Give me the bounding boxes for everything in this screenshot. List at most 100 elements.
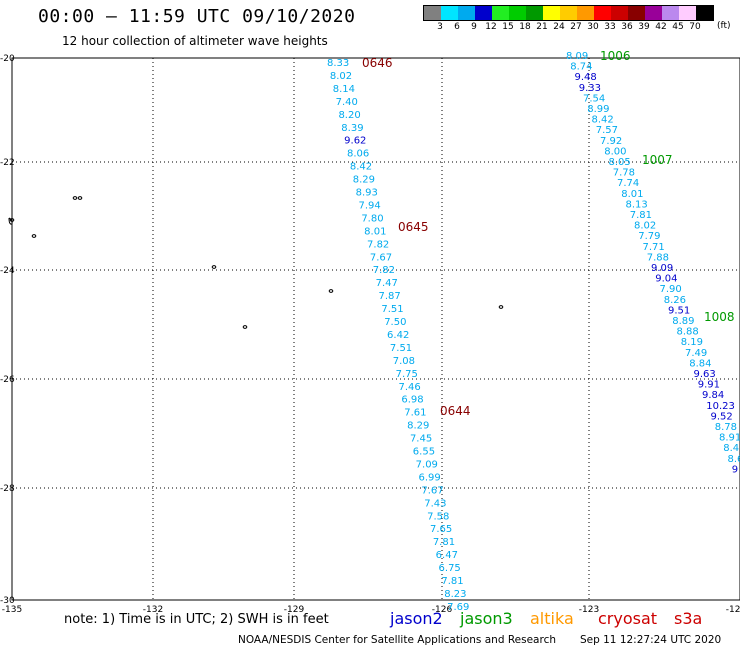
wave-height-value: 8.13 (626, 199, 648, 210)
legend-swatch (662, 6, 679, 20)
wave-height-value: 7.92 (600, 136, 622, 147)
wave-height-value: 7.43 (424, 498, 446, 509)
wave-height-value: 7.46 (399, 382, 421, 393)
wave-height-value: 7.67 (421, 485, 443, 496)
island-outline (77, 196, 83, 200)
legend-label: 36 (621, 22, 633, 32)
wave-height-value: 7.74 (617, 178, 639, 189)
wave-height-value: 8.33 (327, 58, 349, 69)
wave-height-value: 8.05 (609, 157, 631, 168)
legend-swatch (492, 6, 509, 20)
legend-unit: (ft) (717, 21, 731, 31)
wave-height-value: 7.69 (447, 602, 469, 613)
island-outline (242, 325, 248, 329)
legend-swatch (475, 6, 492, 20)
generation-timestamp: Sep 11 12:27:24 UTC 2020 (580, 634, 722, 646)
wave-height-value: 8.84 (689, 358, 711, 369)
wave-height-value: 7.57 (596, 125, 618, 136)
wave-height-value: 9 (732, 464, 738, 475)
lat-tick-label: -22 (0, 158, 15, 168)
wave-height-value: 9.84 (702, 390, 724, 401)
wave-height-value: 7.61 (404, 408, 426, 419)
wave-height-value: 8.78 (715, 422, 737, 433)
legend-swatch (696, 6, 713, 20)
lon-tick-label: -129 (284, 605, 305, 615)
legend-label: 30 (587, 22, 599, 32)
wave-height-value: 7.51 (390, 343, 412, 354)
wave-height-value: 8.19 (681, 337, 703, 348)
wave-height-value: 9.33 (579, 83, 601, 94)
wave-height-value: 9.51 (668, 305, 690, 316)
wave-height-value: 7.90 (660, 284, 682, 295)
wave-height-value: 8.20 (338, 110, 360, 121)
wave-height-value: 6.99 (419, 472, 441, 483)
wave-height-value: 9.63 (694, 369, 716, 380)
pass-time-label: 1008 (704, 310, 735, 324)
wave-height-value: 9.04 (655, 274, 677, 285)
wave-height-value: 6.98 (401, 395, 423, 406)
island-outline (211, 265, 217, 269)
wave-height-value: 9.48 (575, 72, 597, 83)
wave-height-value: 7.79 (638, 231, 660, 242)
legend-label: 6 (454, 22, 460, 32)
wave-height-value: 7.67 (370, 252, 392, 263)
pass-time-label: 0646 (362, 56, 393, 70)
wave-height-value: 9.52 (711, 411, 733, 422)
island-outline (72, 196, 78, 200)
wave-height-value: 7.49 (685, 348, 707, 359)
wave-height-value: 8.42 (350, 162, 372, 173)
lon-tick-label: -126 (432, 605, 453, 615)
map-frame (11, 57, 740, 601)
satellite-altika-label: altika (530, 609, 574, 628)
wave-height-value: 8.14 (333, 84, 355, 95)
legend-swatch (509, 6, 526, 20)
legend-label: 27 (570, 22, 582, 32)
lat-tick-label: -24 (0, 266, 15, 276)
legend-swatch (594, 6, 611, 20)
footer-note: note: 1) Time is in UTC; 2) SWH is in fe… (64, 612, 329, 627)
wave-height-value: 7.81 (630, 210, 652, 221)
wave-height-value: 7.54 (583, 93, 605, 104)
wave-height-value: 8.89 (672, 316, 694, 327)
lat-tick-label: -26 (0, 375, 15, 385)
wave-height-value: 7.80 (361, 213, 383, 224)
pass-time-label: 1006 (600, 49, 631, 63)
wave-height-value: 7.88 (647, 252, 669, 263)
legend-label: 12 (485, 22, 497, 32)
legend-label: 24 (553, 22, 565, 32)
wave-height-value: 8.06 (347, 149, 369, 160)
satellite-jason2-label: jason2 (390, 609, 443, 628)
wave-height-value: 8.09 (566, 51, 588, 62)
wave-height-value: 8.88 (677, 327, 699, 338)
island-outline (31, 234, 37, 238)
island-outline (328, 289, 334, 293)
wave-height-value: 6.55 (413, 447, 435, 458)
legend-label: 15 (502, 22, 514, 32)
lat-tick-label: -20 (0, 54, 15, 64)
wave-height-value: 8.4 (723, 443, 739, 454)
wave-height-value: 7.65 (430, 524, 452, 535)
legend-swatch (424, 6, 441, 20)
legend-swatch (526, 6, 543, 20)
wave-height-value: 7.71 (643, 242, 665, 253)
legend-swatch (679, 6, 696, 20)
wave-height-value: 9.91 (698, 380, 720, 391)
lat-tick-label: -28 (0, 484, 15, 494)
color-legend (423, 5, 714, 21)
wave-height-value: 8.01 (621, 189, 643, 200)
satellite-cryosat-label: cryosat (598, 609, 658, 628)
wave-height-value: 8.93 (356, 188, 378, 199)
island-outline (498, 305, 504, 309)
wave-height-value: 8.39 (341, 123, 363, 134)
credit-line: NOAA/NESDIS Center for Satellite Applica… (238, 634, 556, 646)
wave-height-value: 7.51 (381, 304, 403, 315)
pass-time-label: 1007 (642, 153, 673, 167)
lon-tick-label: -132 (143, 605, 163, 615)
wave-height-value: 8.91 (719, 433, 740, 444)
legend-swatch (577, 6, 594, 20)
wave-height-value: 8.26 (664, 295, 686, 306)
wave-height-value: 6.75 (439, 563, 461, 574)
wave-height-value: 6.42 (387, 330, 409, 341)
legend-label: 70 (689, 22, 701, 32)
page-title: 00:00 – 11:59 UTC 09/10/2020 (38, 6, 356, 27)
